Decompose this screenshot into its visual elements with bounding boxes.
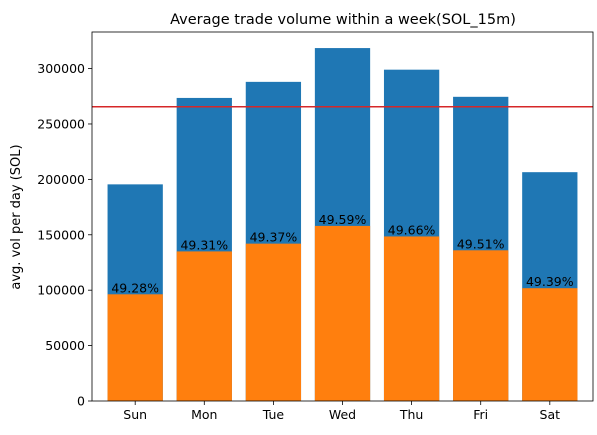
x-tick-label-fri: Fri (473, 407, 488, 422)
bar-label-tue: 49.37% (250, 230, 298, 245)
bar-series2-tue (245, 243, 302, 401)
y-axis-label: avg. vol per day (SOL) (9, 144, 24, 289)
x-tick-label-wed: Wed (329, 407, 356, 422)
y-tick-label-0: 0 (77, 394, 85, 409)
x-tick-label-sat: Sat (540, 407, 561, 422)
bar-label-thu: 49.66% (388, 222, 436, 237)
x-tick-label-mon: Mon (191, 407, 217, 422)
x-tick-label-thu: Thu (399, 407, 423, 422)
bar-labels-group: 49.28% 49.31% 49.37% 49.59% 49.66% 49.51% 49.3… (111, 212, 573, 295)
bar-label-mon: 49.31% (180, 237, 228, 252)
bar-label-sat: 49.39% (526, 274, 574, 289)
y-tick-label-50000: 50000 (45, 338, 85, 353)
chart-title: Average trade volume within a week(SOL_1… (170, 12, 516, 28)
y-tick-label-250000: 250000 (37, 116, 85, 131)
bar-series2-sat (522, 288, 578, 401)
y-tick-label-200000: 200000 (37, 172, 85, 187)
bar-series2-thu (383, 236, 440, 401)
y-tick-label-100000: 100000 (37, 283, 85, 298)
bar-label-wed: 49.59% (319, 212, 367, 227)
bar-series2-mon (176, 251, 232, 401)
bar-series2-fri (453, 250, 509, 401)
x-tick-label-sun: Sun (123, 407, 147, 422)
axes-group: 0 50000 100000 150000 200000 250000 300000 Sun M… (37, 31, 594, 422)
x-tick-label-tue: Tue (262, 407, 285, 422)
bar-series2-wed (314, 225, 371, 401)
y-tick-label-150000: 150000 (37, 227, 85, 242)
bar-label-sun: 49.28% (111, 280, 159, 295)
bar-series2-sun (107, 294, 163, 401)
bar-label-fri: 49.51% (457, 236, 505, 251)
y-tick-label-300000: 300000 (37, 61, 85, 76)
